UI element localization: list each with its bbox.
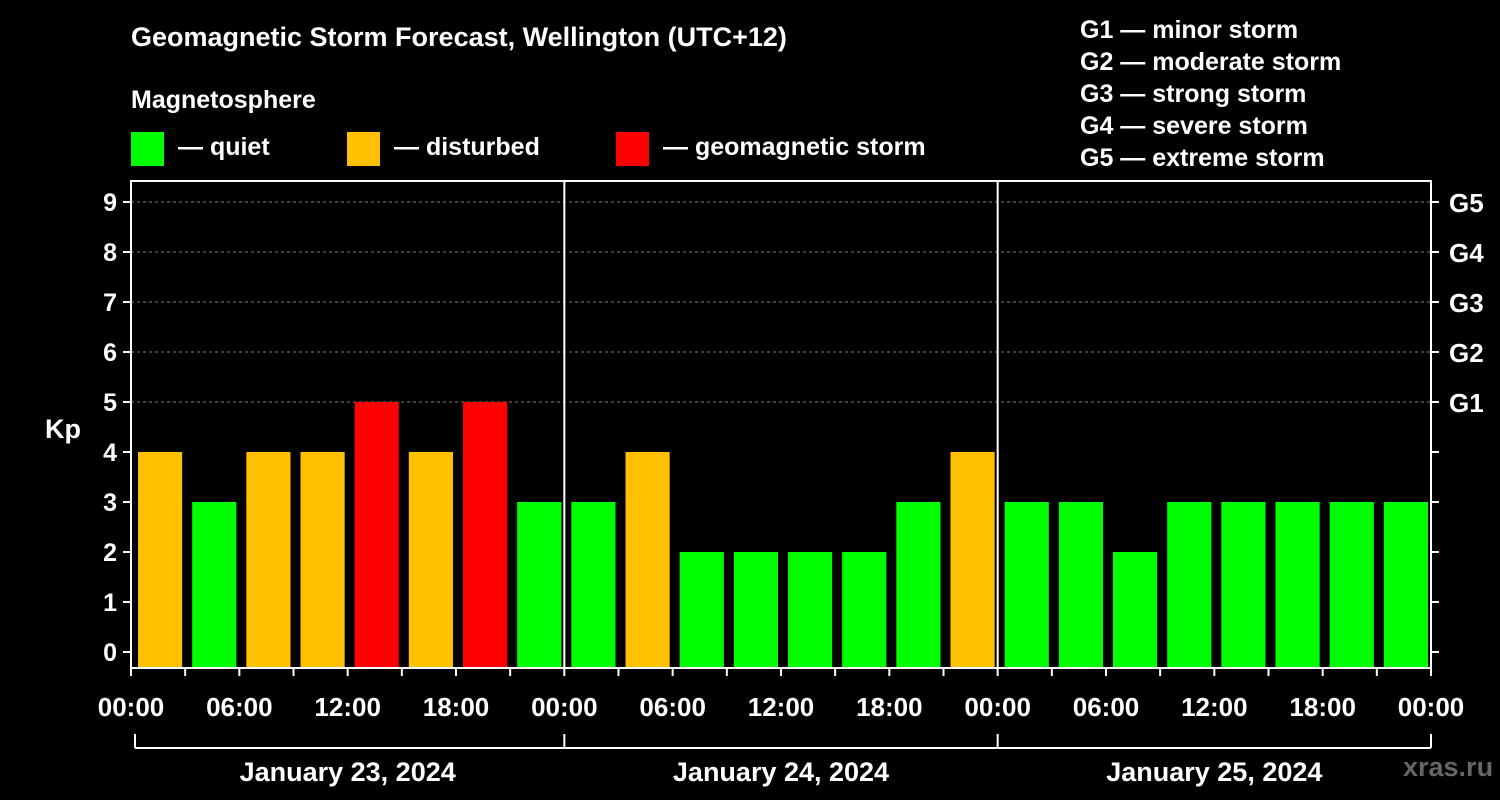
bar-22: [1329, 502, 1374, 668]
y-tick-label-6: 6: [103, 339, 117, 367]
x-tick-label-8: 00:00: [964, 692, 1031, 722]
y-tick-label-9: 9: [103, 189, 117, 217]
watermark: xras.ru: [1403, 752, 1494, 782]
bar-21: [1275, 502, 1320, 668]
x-tick-label-1: 06:00: [206, 692, 273, 722]
x-tick-label-7: 18:00: [856, 692, 923, 722]
bar-18: [1113, 552, 1158, 668]
y-tick-label-0: 0: [103, 639, 117, 667]
storm-scale-g2: G2 — moderate storm: [1080, 48, 1342, 76]
chart-subtitle: Magnetosphere: [131, 86, 316, 114]
storm-scale-g1: G1 — minor storm: [1080, 16, 1299, 44]
storm-scale-g3: G3 — strong storm: [1080, 80, 1307, 108]
legend-label-quiet: — quiet: [178, 133, 270, 161]
chart-title: Geomagnetic Storm Forecast, Wellington (…: [131, 22, 787, 52]
bar-0: [138, 452, 183, 668]
bar-2: [246, 452, 291, 668]
y-tick-label-5: 5: [103, 389, 117, 417]
bar-16: [1004, 502, 1049, 668]
x-tick-label-4: 00:00: [531, 692, 598, 722]
x-tick-label-3: 18:00: [423, 692, 490, 722]
y-tick-label-1: 1: [103, 589, 117, 617]
bar-7: [517, 502, 562, 668]
bar-5: [408, 452, 453, 668]
bar-13: [842, 552, 887, 668]
y-tick-label-8: 8: [103, 239, 117, 267]
bar-1: [192, 502, 237, 668]
day-label-0: January 23, 2024: [240, 757, 456, 787]
x-tick-label-6: 12:00: [748, 692, 815, 722]
bar-19: [1167, 502, 1212, 668]
bar-6: [463, 402, 508, 668]
y-tick-label-7: 7: [103, 289, 117, 317]
bar-3: [300, 452, 345, 668]
x-tick-label-9: 06:00: [1073, 692, 1140, 722]
x-tick-label-5: 06:00: [639, 692, 706, 722]
legend-swatch-quiet: [131, 132, 164, 166]
bar-14: [896, 502, 941, 668]
day-label-1: January 24, 2024: [673, 757, 889, 787]
x-tick-label-11: 18:00: [1289, 692, 1356, 722]
right-tick-label-g4: G4: [1449, 238, 1484, 268]
right-tick-label-g2: G2: [1449, 338, 1484, 368]
legend-label-disturbed: — disturbed: [394, 133, 540, 161]
bar-11: [733, 552, 778, 668]
legend-item-storm: — geomagnetic storm: [616, 132, 926, 166]
y-tick-label-2: 2: [103, 539, 117, 567]
right-tick-label-g5: G5: [1449, 188, 1484, 218]
bar-17: [1058, 502, 1103, 668]
bar-20: [1221, 502, 1266, 668]
storm-scale-g5: G5 — extreme storm: [1080, 144, 1325, 172]
right-tick-label-g3: G3: [1449, 288, 1484, 318]
legend-swatch-disturbed: [347, 132, 380, 166]
bar-23: [1383, 502, 1428, 668]
bar-10: [679, 552, 724, 668]
legend-item-quiet: — quiet: [131, 132, 270, 166]
x-tick-label-0: 00:00: [98, 692, 165, 722]
legend-label-storm: — geomagnetic storm: [663, 133, 926, 161]
right-tick-label-g1: G1: [1449, 388, 1484, 418]
x-tick-label-2: 12:00: [314, 692, 381, 722]
x-tick-label-12: 00:00: [1398, 692, 1465, 722]
storm-scale-g4: G4 — severe storm: [1080, 112, 1308, 140]
bar-9: [625, 452, 670, 668]
bar-12: [788, 552, 833, 668]
legend-swatch-storm: [616, 132, 649, 166]
x-tick-label-10: 12:00: [1181, 692, 1248, 722]
storm-scale-legend: G1 — minor storm G2 — moderate storm G3 …: [1080, 14, 1341, 174]
bar-8: [571, 502, 616, 668]
y-tick-label-4: 4: [103, 439, 117, 467]
y-axis-title: Kp: [45, 414, 81, 444]
legend-item-disturbed: — disturbed: [347, 132, 540, 166]
day-label-2: January 25, 2024: [1106, 757, 1322, 787]
bar-15: [950, 452, 995, 668]
bar-4: [354, 402, 399, 668]
y-tick-label-3: 3: [103, 489, 117, 517]
